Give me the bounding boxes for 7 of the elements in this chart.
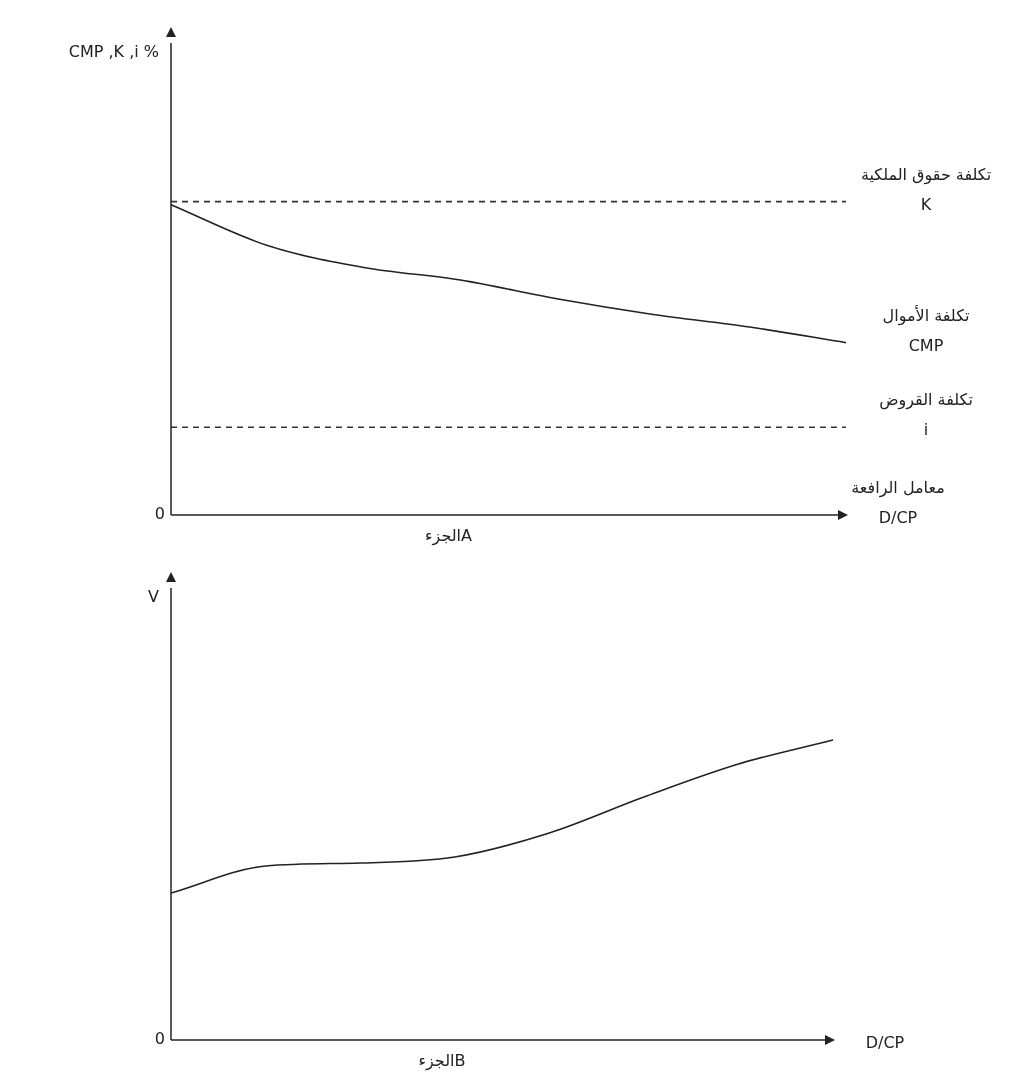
text: 0: [154, 1029, 165, 1049]
x-axis-title: D/CP: [865, 1033, 905, 1053]
text: 0: [154, 504, 165, 524]
text: الجزءB: [418, 1051, 466, 1072]
y-axis-title: V: [148, 587, 160, 607]
y-axis-title: CMP ,K ,i %: [68, 42, 159, 62]
text: الجزءA: [425, 526, 473, 547]
